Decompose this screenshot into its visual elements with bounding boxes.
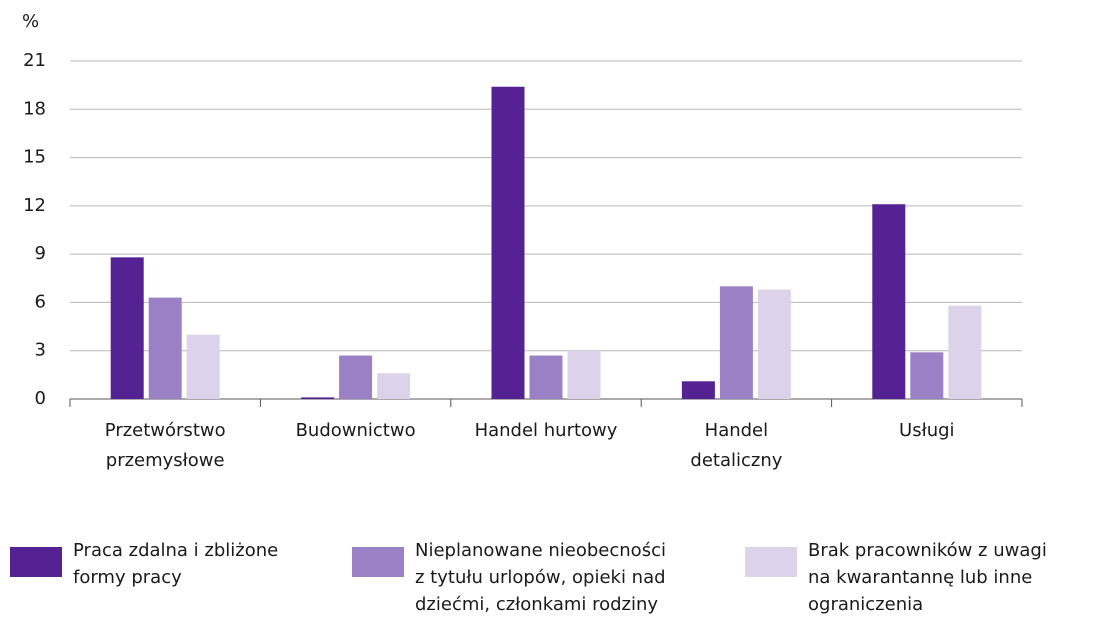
legend-label: ograniczenia (808, 594, 923, 615)
y-tick-label: 21 (23, 50, 46, 71)
bar (719, 286, 753, 399)
bar (110, 257, 144, 399)
x-tick-label: Przetwórstwo (105, 420, 226, 441)
x-tick-label: Usługi (899, 420, 955, 441)
bar (491, 86, 525, 399)
bar (529, 355, 563, 399)
legend-label: Praca zdalna i zbliżone (73, 540, 278, 561)
bar (567, 350, 601, 399)
x-tick-label: Handel (705, 420, 768, 441)
y-tick-label: 6 (35, 291, 46, 312)
bar (148, 297, 182, 399)
bar (377, 373, 411, 399)
legend-label: dziećmi, członkami rodziny (415, 594, 658, 615)
legend-swatch (10, 547, 62, 577)
legend-label: Nieplanowane nieobecności (415, 540, 666, 561)
bar (757, 289, 791, 399)
y-tick-label: 0 (35, 388, 46, 409)
legend-label: na kwarantannę lub inne (808, 567, 1032, 588)
legend-swatch (745, 547, 797, 577)
bar (339, 355, 373, 399)
legend-label: formy pracy (73, 567, 182, 588)
y-tick-label: 9 (35, 243, 46, 264)
legend-swatch (352, 547, 404, 577)
y-tick-label: 15 (23, 147, 46, 168)
bar (910, 352, 944, 399)
bar (681, 381, 715, 399)
legend-label: Brak pracowników z uwagi (808, 540, 1047, 561)
bar (186, 334, 220, 399)
x-tick-label: Handel hurtowy (475, 420, 618, 441)
y-tick-label: 18 (23, 98, 46, 119)
x-tick-label: przemysłowe (106, 450, 225, 471)
x-tick-label: Budownictwo (296, 420, 416, 441)
bar (301, 397, 335, 399)
y-axis-label: % (22, 11, 39, 32)
bar (948, 305, 982, 399)
bar (872, 204, 906, 399)
y-tick-label: 3 (35, 340, 46, 361)
y-tick-label: 12 (23, 195, 46, 216)
legend-label: z tytułu urlopów, opieki nad (415, 567, 666, 588)
x-tick-label: detaliczny (690, 450, 782, 471)
